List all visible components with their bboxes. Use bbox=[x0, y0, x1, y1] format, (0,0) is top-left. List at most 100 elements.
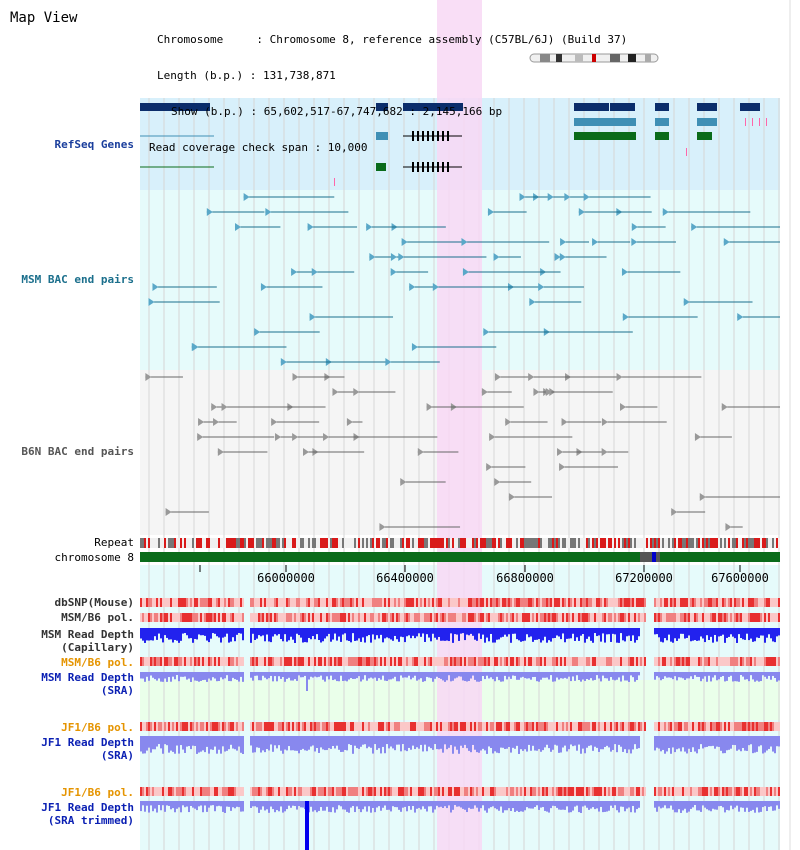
pol-heat bbox=[614, 722, 616, 731]
exon bbox=[447, 162, 449, 172]
pol-heat bbox=[704, 657, 706, 666]
pol-heat bbox=[618, 722, 620, 731]
pol-heat bbox=[286, 598, 288, 607]
bac-end-msm bbox=[564, 193, 571, 201]
depth-bar bbox=[436, 672, 438, 677]
depth-bar bbox=[726, 628, 728, 638]
depth-bar bbox=[342, 628, 344, 635]
pol-heat bbox=[314, 657, 316, 666]
depth-bar bbox=[588, 801, 590, 810]
gene-block bbox=[140, 103, 210, 111]
pol-heat bbox=[762, 787, 764, 796]
depth-bar bbox=[352, 672, 354, 679]
pol-heat bbox=[666, 657, 668, 666]
pol-heat bbox=[624, 613, 626, 622]
depth-bar bbox=[630, 672, 632, 676]
pol-heat bbox=[228, 598, 230, 607]
pol-heat bbox=[778, 657, 780, 666]
depth-bar bbox=[440, 736, 442, 749]
depth-bar bbox=[348, 628, 350, 641]
pol-heat bbox=[306, 787, 308, 796]
depth-bar bbox=[238, 736, 240, 747]
depth-bar bbox=[538, 672, 540, 682]
pol-heat bbox=[440, 787, 442, 796]
depth-bar bbox=[712, 672, 714, 678]
depth-bar bbox=[596, 628, 598, 637]
pol-heat bbox=[730, 722, 732, 731]
depth-bar bbox=[402, 628, 404, 638]
depth-bar bbox=[576, 672, 578, 676]
depth-bar bbox=[396, 672, 398, 682]
depth-bar bbox=[472, 672, 474, 676]
pol-heat bbox=[412, 657, 414, 666]
pol-heat bbox=[442, 657, 444, 666]
pol-heat bbox=[498, 657, 500, 666]
pol-heat bbox=[324, 598, 326, 607]
pol-heat bbox=[542, 722, 544, 731]
track-label-refseq[interactable]: RefSeq Genes bbox=[54, 138, 134, 151]
depth-bar bbox=[518, 736, 520, 754]
bac-end-b6n bbox=[601, 418, 608, 426]
depth-bar bbox=[222, 628, 224, 638]
depth-bar bbox=[508, 801, 510, 809]
pol-heat bbox=[208, 657, 210, 666]
depth-bar bbox=[768, 801, 770, 807]
pol-heat bbox=[322, 657, 324, 666]
pol-heat bbox=[656, 613, 658, 622]
depth-bar bbox=[202, 628, 204, 636]
pol-heat bbox=[584, 787, 586, 796]
pol-heat bbox=[588, 598, 590, 607]
depth-bar bbox=[540, 672, 542, 680]
pol-heat bbox=[454, 722, 456, 731]
pol-heat bbox=[184, 657, 186, 666]
pol-heat bbox=[186, 657, 188, 666]
pol-heat bbox=[532, 787, 534, 796]
track-label-b6n-bac[interactable]: B6N BAC end pairs bbox=[21, 445, 134, 458]
pol-heat bbox=[766, 657, 768, 666]
pol-heat bbox=[610, 722, 612, 731]
pol-heat bbox=[504, 722, 506, 731]
depth-bar bbox=[502, 801, 504, 813]
depth-bar bbox=[594, 801, 596, 810]
depth-bar bbox=[696, 628, 698, 641]
pol-heat bbox=[750, 787, 752, 796]
depth-bar bbox=[182, 672, 184, 677]
depth-bar bbox=[200, 672, 202, 681]
pol-heat bbox=[596, 598, 598, 607]
depth-bar bbox=[224, 628, 226, 637]
depth-bar bbox=[528, 736, 530, 745]
pol-heat bbox=[198, 787, 200, 796]
info-line-coverage: Read coverage check span : 10,000 bbox=[149, 141, 368, 154]
depth-bar bbox=[288, 628, 290, 641]
track-label-msm-bac[interactable]: MSM BAC end pairs bbox=[21, 273, 134, 286]
depth-bar bbox=[338, 628, 340, 637]
pol-heat bbox=[362, 598, 364, 607]
pol-heat bbox=[760, 722, 762, 731]
depth-bar bbox=[432, 628, 434, 634]
pol-heat bbox=[448, 598, 450, 607]
repeat-segment bbox=[288, 538, 290, 548]
depth-bar bbox=[528, 628, 530, 638]
depth-bar bbox=[214, 736, 216, 747]
depth-bar bbox=[624, 736, 626, 750]
depth-bar bbox=[702, 801, 704, 806]
pol-heat bbox=[664, 722, 666, 731]
depth-bar bbox=[344, 628, 346, 634]
depth-bar bbox=[238, 801, 240, 808]
pol-heat bbox=[426, 722, 428, 731]
repeat-segment bbox=[622, 538, 624, 548]
pol-heat bbox=[672, 657, 674, 666]
repeat-segment bbox=[570, 538, 572, 548]
depth-bar bbox=[598, 801, 600, 812]
pol-heat bbox=[194, 598, 196, 607]
pol-heat bbox=[668, 722, 670, 731]
pol-heat bbox=[316, 722, 318, 731]
pol-heat bbox=[504, 613, 506, 622]
pol-heat bbox=[522, 787, 524, 796]
depth-bar bbox=[168, 672, 170, 678]
pol-heat bbox=[302, 657, 304, 666]
pol-heat bbox=[744, 657, 746, 666]
pol-heat bbox=[512, 722, 514, 731]
depth-bar bbox=[458, 672, 460, 677]
